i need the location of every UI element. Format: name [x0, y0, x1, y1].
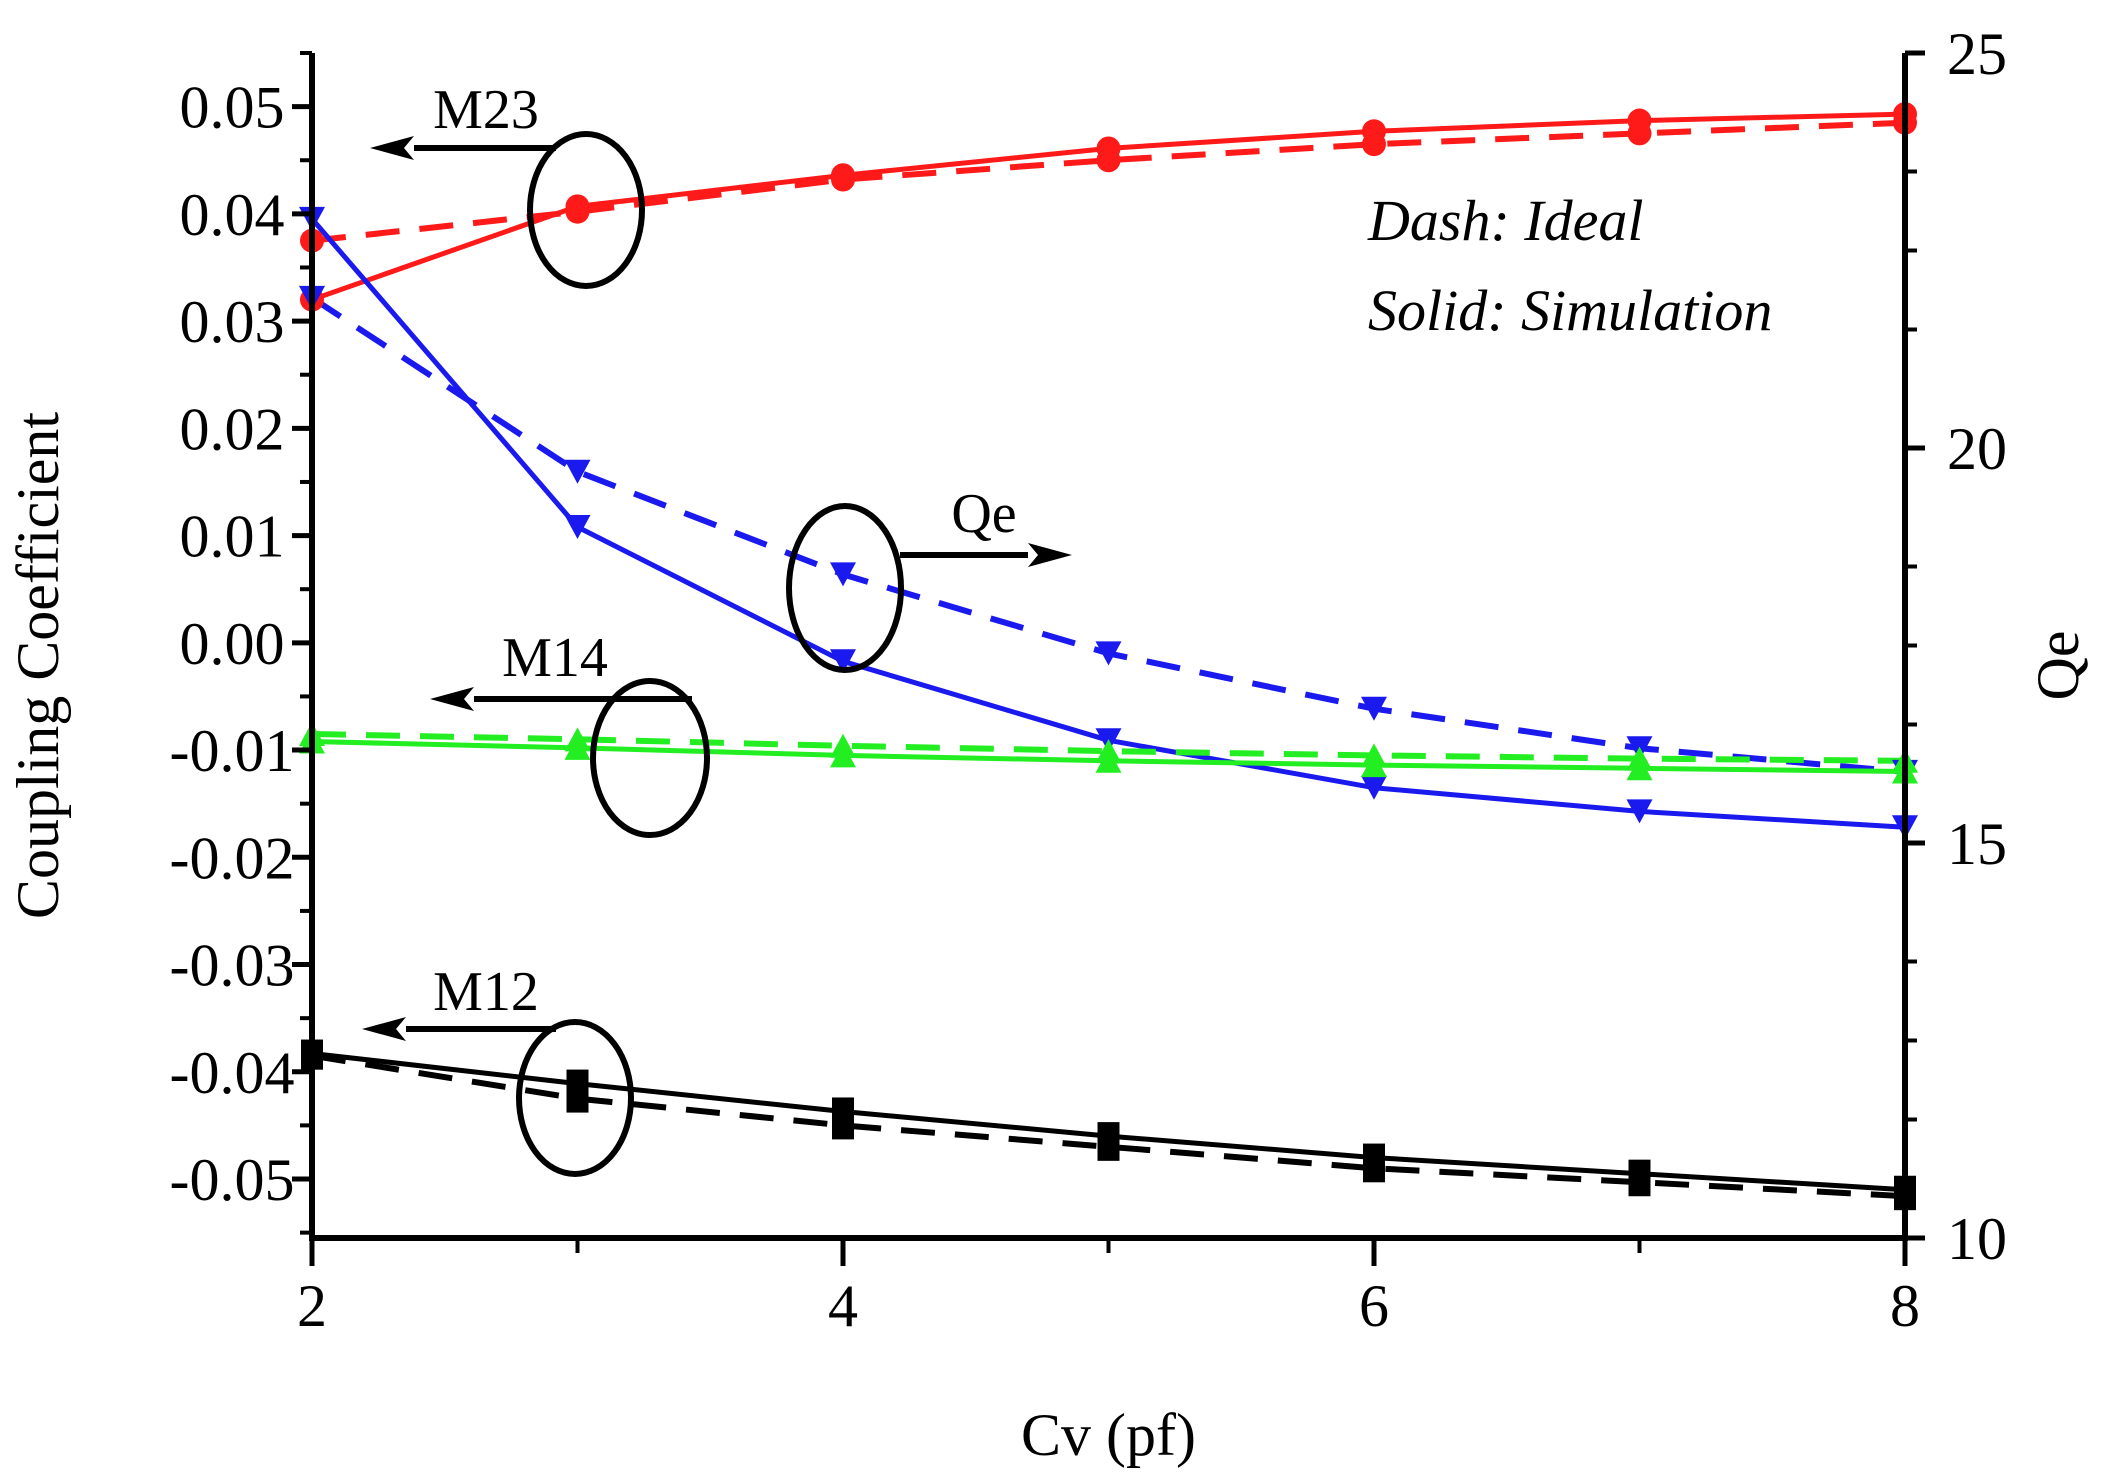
annotation-m23-ellipse — [527, 131, 645, 289]
marker-m14-simulation-3 — [1095, 748, 1122, 773]
marker-m14-simulation-4 — [1361, 753, 1387, 778]
marker-qe-simulation-4 — [1361, 775, 1387, 800]
marker-m12-simulation-2 — [832, 1097, 854, 1126]
marker-m14-simulation-1 — [564, 735, 591, 760]
x-tick-label-4: 4 — [828, 1273, 858, 1339]
y-left-tick-label-2: 0.03 — [180, 289, 285, 355]
y-left-tick-label-9: -0.04 — [170, 1040, 295, 1106]
marker-m14-simulation-2 — [830, 743, 856, 768]
y-left-tick-label-5: 0.00 — [180, 611, 285, 677]
marker-qe-ideal-2 — [830, 562, 856, 587]
marker-m23-simulation-4 — [1362, 119, 1386, 144]
marker-qe-ideal-4 — [1361, 696, 1387, 721]
marker-m12-simulation-1 — [566, 1069, 589, 1098]
marker-m12-simulation-5 — [1628, 1159, 1651, 1188]
y-left-tick-label-4: 0.01 — [180, 504, 285, 570]
y-axis-right-title: Qe — [2025, 631, 2091, 701]
annotation-layer: M23 Qe M14 M12 — [362, 79, 1072, 1177]
annotation-m23-arrow-head — [370, 136, 414, 160]
y-left-tick-label-3: 0.02 — [180, 396, 285, 462]
marker-m23-simulation-1 — [565, 194, 590, 219]
annotation-m23-label: M23 — [433, 79, 539, 141]
x-tick-label-8: 8 — [1890, 1273, 1920, 1339]
marker-m23-simulation-3 — [1096, 136, 1121, 161]
annotation-m12-arrow-head — [362, 1017, 406, 1041]
x-tick-label-2: 2 — [297, 1273, 327, 1339]
y-right-tick-label-20: 20 — [1947, 416, 2007, 482]
annotation-m14-label: M14 — [502, 627, 608, 689]
y-right-tick-label-10: 10 — [1947, 1206, 2007, 1272]
marker-qe-simulation-5 — [1626, 799, 1653, 824]
annotation-qe-ellipse — [786, 503, 904, 673]
y-left-tick-label-7: -0.02 — [170, 825, 295, 891]
y-right-tick-label-25: 25 — [1947, 21, 2007, 87]
annotation-qe-arrow-head — [1028, 543, 1072, 567]
marker-m23-simulation-2 — [831, 163, 855, 188]
legend-note-solid: Solid: Simulation — [1368, 278, 1772, 343]
annotation-m12-ellipse — [516, 1019, 634, 1177]
annotation-qe-label: Qe — [951, 483, 1016, 545]
marker-qe-simulation-1 — [564, 515, 591, 539]
marker-qe-simulation-2 — [830, 649, 856, 674]
marker-m23-simulation-5 — [1627, 108, 1652, 133]
y-left-tick-label-6: -0.01 — [170, 718, 295, 784]
annotation-m14-arrow-head — [430, 687, 474, 711]
marker-qe-ideal-1 — [564, 459, 591, 484]
y-left-tick-label-1: 0.04 — [180, 182, 285, 248]
y-right-tick-label-15: 15 — [1947, 811, 2007, 877]
y-axis-left-title: Coupling Coefficient — [5, 412, 71, 919]
axes-layer — [292, 50, 1925, 1266]
annotation-m14-ellipse — [590, 678, 710, 838]
y-left-tick-label-10: -0.05 — [170, 1147, 295, 1213]
marker-m14-simulation-5 — [1626, 756, 1653, 781]
y-left-tick-label-8: -0.03 — [170, 933, 295, 999]
annotation-m12-label: M12 — [433, 961, 539, 1023]
marker-m12-simulation-3 — [1097, 1122, 1120, 1151]
x-tick-label-6: 6 — [1359, 1273, 1389, 1339]
legend-note-dash: Dash: Ideal — [1367, 188, 1643, 253]
marker-qe-ideal-3 — [1095, 641, 1122, 666]
y-left-tick-label-0: 0.05 — [180, 75, 285, 141]
labels-layer: 2 4 6 8 0.05 0.04 0.03 0.02 0.01 0.00 -0.01 -0.02 -0… — [5, 21, 2091, 1468]
x-axis-title: Cv (pf) — [1021, 1402, 1196, 1468]
marker-m12-simulation-4 — [1363, 1143, 1385, 1172]
